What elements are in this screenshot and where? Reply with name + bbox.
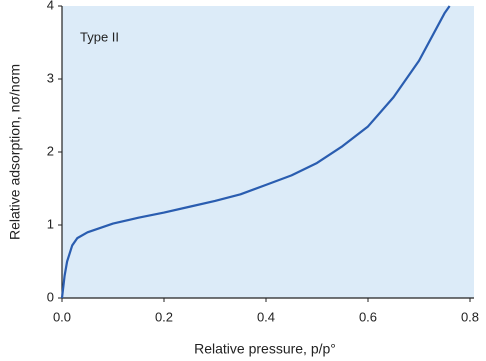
y-tick-label: 4 <box>47 0 54 12</box>
curve <box>60 5 451 299</box>
y-tick-label: 2 <box>47 143 54 158</box>
x-tick-label: 0.2 <box>155 309 173 324</box>
y-tick-label: 3 <box>47 70 54 85</box>
annotation: Type II <box>80 29 119 44</box>
x-axis-label: Relative pressure, p/p° <box>194 341 336 357</box>
x-tick-label: 0.6 <box>359 309 377 324</box>
x-tick-label: 0.8 <box>461 309 479 324</box>
y-tick-label: 1 <box>47 216 54 231</box>
y-tick-label: 0 <box>47 289 54 304</box>
x-tick-label: 0.0 <box>53 309 71 324</box>
plot-background <box>62 6 474 298</box>
y-axis-label: Relative adsorption, nσ/nσm <box>7 64 23 240</box>
x-tick-label: 0.4 <box>257 309 275 324</box>
